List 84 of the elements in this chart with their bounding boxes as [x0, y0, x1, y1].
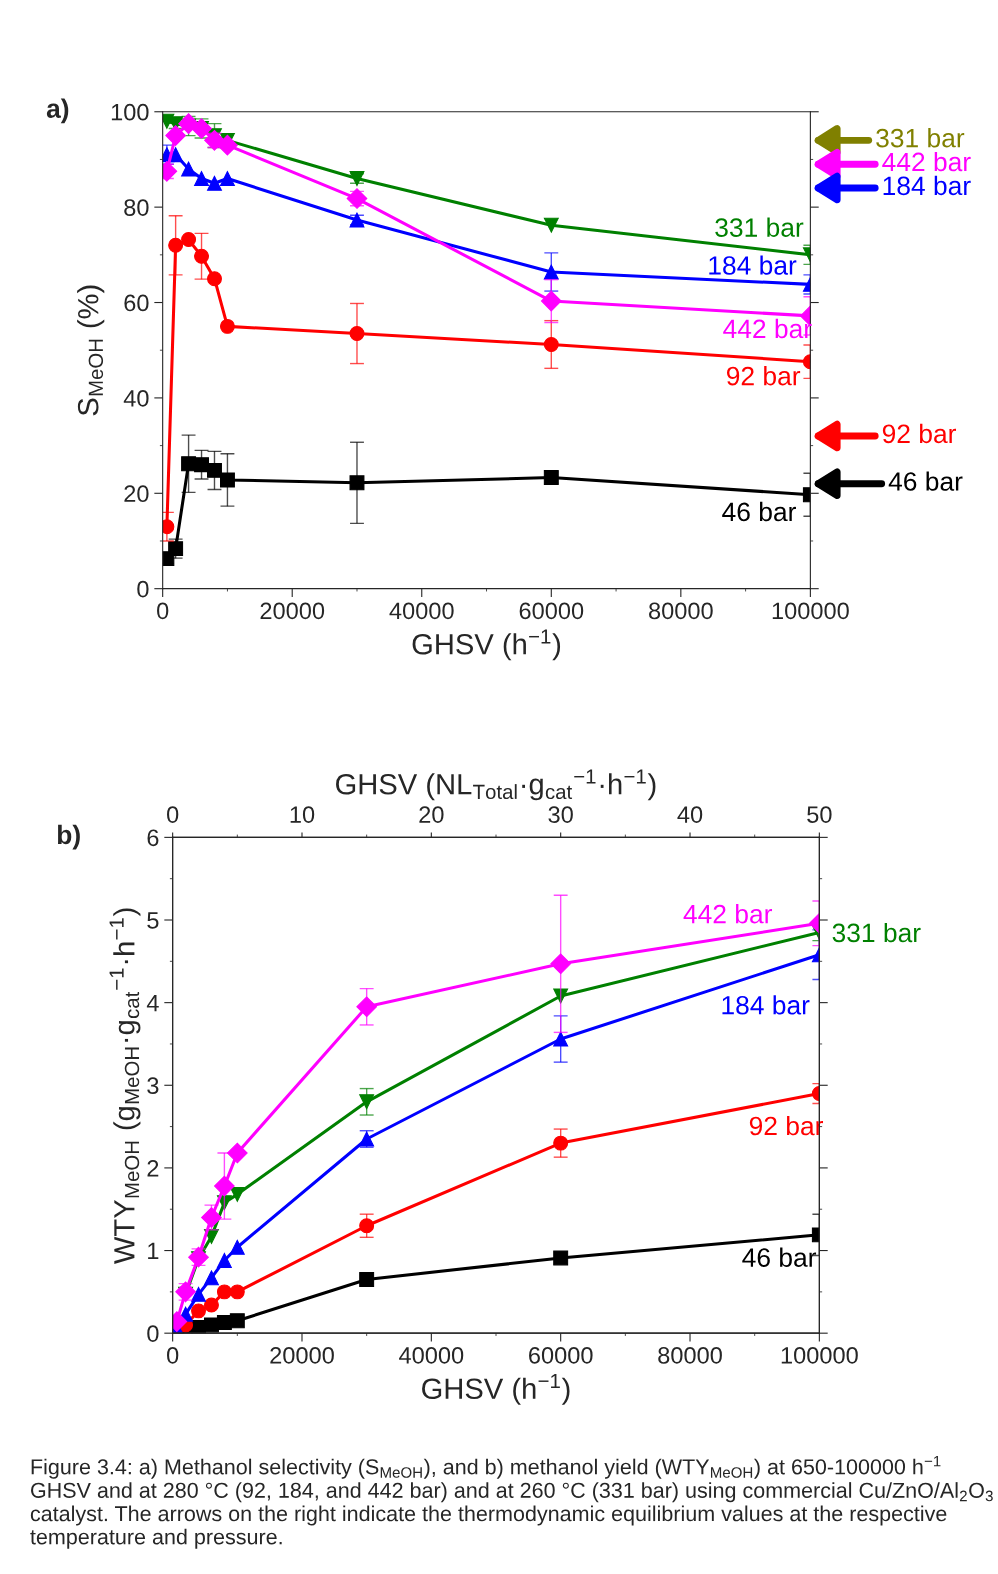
x2-axis-title: GHSV (NL$_{Total}$·g$_{cat}$$^{−1}$·h$^{−1}$) — [336, 769, 656, 801]
series-label: 184 bar — [709, 255, 797, 275]
point — [216, 1314, 232, 1330]
point — [359, 1218, 375, 1234]
series-label: 184 bar — [722, 995, 810, 1015]
point — [226, 1142, 248, 1164]
text: 331 bar — [876, 128, 965, 148]
point — [191, 1286, 206, 1302]
y-tick-label: 2 — [147, 1159, 159, 1177]
point — [214, 1175, 235, 1197]
series-label: 442 bar — [683, 904, 773, 924]
x-tick-label: 0 — [167, 1347, 179, 1364]
x-tick-label: 100000 — [772, 602, 849, 620]
series-label: 331 bar — [832, 922, 921, 943]
x-tick-label: 100000 — [781, 1347, 858, 1364]
text: 46 bar — [888, 471, 963, 491]
x2-tick-label: 20 — [419, 806, 444, 823]
x2-tick-label: 30 — [548, 806, 573, 823]
point — [181, 232, 197, 248]
y-tick-label: 3 — [147, 1077, 159, 1095]
point — [217, 134, 238, 156]
chart-title: b) — [57, 824, 80, 850]
x-tick-label: 20000 — [270, 1347, 334, 1364]
point — [359, 1272, 375, 1287]
point — [203, 1297, 219, 1313]
point — [216, 1253, 232, 1268]
point — [194, 171, 209, 186]
point — [543, 217, 559, 233]
point — [216, 1284, 232, 1300]
y-tick-label: 6 — [147, 829, 159, 847]
y-axis-title: S$_{MeOH}$ (%) — [77, 285, 105, 416]
point — [181, 161, 197, 177]
x-tick-label: 80000 — [649, 602, 713, 620]
point — [219, 472, 235, 488]
x-tick-label: 60000 — [529, 1347, 593, 1364]
point — [229, 1284, 245, 1300]
point — [207, 175, 222, 191]
x2-tick-label: 50 — [807, 806, 832, 823]
point — [359, 1094, 375, 1110]
point — [203, 1270, 219, 1286]
text: 92 bar — [882, 423, 957, 444]
x2-tick-label: 10 — [290, 806, 315, 823]
series-label: 331 bar — [715, 217, 804, 237]
y-tick-label: 0 — [137, 580, 149, 598]
y-tick-label: 80 — [124, 199, 149, 216]
point — [356, 996, 378, 1018]
x-tick-label: 40000 — [389, 602, 454, 620]
y-tick-label: 40 — [123, 389, 149, 407]
y-tick-label: 1 — [148, 1242, 159, 1260]
x-axis-title: GHSV (h$^{−1}$) — [422, 1373, 570, 1405]
series-label: 46 bar — [722, 501, 796, 522]
text: 442 bar — [882, 151, 971, 172]
x-tick-label: 40000 — [399, 1347, 464, 1364]
point — [219, 171, 235, 186]
point — [543, 337, 559, 352]
point — [191, 1303, 206, 1319]
y-tick-label: 5 — [147, 912, 159, 929]
point — [229, 1239, 245, 1255]
text: 184 bar — [883, 175, 971, 196]
text: WTY$_{MeOH}$ (g$_{MeOH}$·g$_{cat}$$^{−1}$·h$^{−1}$) — [109, 908, 141, 1264]
point — [540, 290, 562, 312]
x2-tick-label: 0 — [167, 806, 179, 823]
y-tick-label: 20 — [124, 485, 149, 503]
point — [229, 1313, 245, 1329]
x-axis-title: GHSV (h$^{−1}$) — [412, 629, 561, 661]
x-tick-label: 60000 — [519, 602, 584, 620]
series-label: 46 bar — [742, 1247, 817, 1267]
point — [203, 1317, 219, 1333]
point — [229, 1186, 245, 1202]
point — [165, 125, 186, 146]
point — [207, 271, 222, 287]
text: Figure 3.4: a) Methanol selectivity (S$_{MeOH}$), and b) methanol yield (WTY$_{MeOH}$) at 650-100000 h$^{−1}$ GHSV and at 280 °C (92, 184, and 442 bar) and at 260 °C (331 bar) using commercial Cu/ZnO/Al$_{2}$O$_{3}$ catalyst. The arrows on the right indicate the thermodynamic equilibrium values at the respective temperature and pressure. — [30, 1455, 993, 1549]
y-tick-label: 100 — [111, 103, 149, 121]
y-tick-label: 4 — [146, 994, 159, 1012]
y-tick-label: 60 — [124, 294, 149, 312]
x2-tick-label: 40 — [677, 806, 703, 823]
y-tick-label: 0 — [147, 1325, 159, 1342]
point — [168, 237, 184, 253]
x-tick-label: 80000 — [658, 1347, 722, 1364]
x-tick-label: 20000 — [260, 602, 325, 620]
series-label: 92 bar — [726, 366, 801, 386]
point — [219, 318, 235, 334]
point — [194, 248, 209, 264]
chart-title: a) — [46, 98, 69, 124]
